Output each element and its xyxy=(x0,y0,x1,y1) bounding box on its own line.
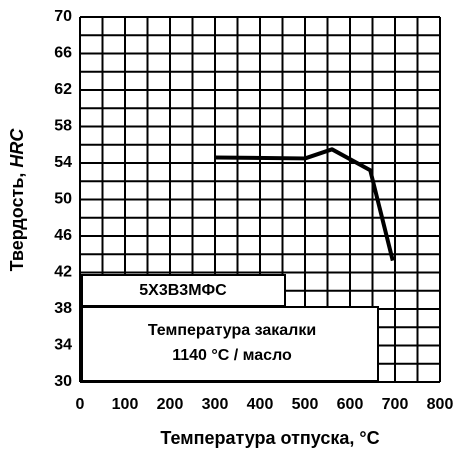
x-tick-label: 200 xyxy=(157,396,184,413)
data-line xyxy=(214,147,395,262)
y-label-text: Твердость, xyxy=(7,173,27,272)
x-tick-label: 600 xyxy=(337,396,364,413)
y-tick-label: 66 xyxy=(54,45,72,62)
y-label-unit: HRC xyxy=(7,128,27,168)
y-tick-label: 50 xyxy=(54,191,72,208)
x-tick-label: 100 xyxy=(112,396,139,413)
y-tick-label: 54 xyxy=(54,154,72,171)
y-tick-label: 38 xyxy=(54,300,72,317)
y-tick-label: 58 xyxy=(54,118,72,135)
y-tick-label: 34 xyxy=(54,337,72,354)
x-axis-label: Температура отпуска, °C xyxy=(160,428,379,448)
x-tick-label: 500 xyxy=(292,396,319,413)
x-tick-label: 700 xyxy=(382,396,409,413)
x-tick-label: 0 xyxy=(76,396,85,413)
y-tick-label: 70 xyxy=(54,8,72,25)
y-tick-label: 62 xyxy=(54,81,72,98)
y-axis-label: Твердость, HRC xyxy=(7,128,27,272)
note-box xyxy=(81,306,379,382)
legend-box xyxy=(81,274,286,307)
note-line: 1140 °C / масло xyxy=(172,347,292,364)
y-tick-label: 30 xyxy=(54,373,72,390)
note-line: Температура закалки xyxy=(148,322,316,339)
x-tick-label: 400 xyxy=(247,396,274,413)
x-tick-label: 800 xyxy=(427,396,454,413)
y-tick-label: 42 xyxy=(54,264,72,281)
lines xyxy=(214,147,395,262)
y-tick-label: 46 xyxy=(54,227,72,244)
x-tick-label: 300 xyxy=(202,396,229,413)
steel-grade: 5Х3В3МФС xyxy=(139,282,227,299)
